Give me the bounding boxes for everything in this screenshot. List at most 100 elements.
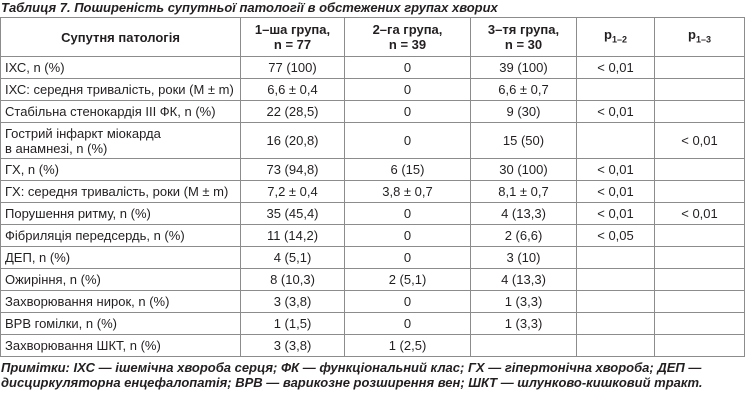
header-cell: 1–ша група, n = 77: [240, 17, 345, 57]
table-cell: 1 (3,3): [470, 312, 577, 335]
row-label: ІХС, n (%): [0, 56, 241, 79]
row-label: Гострий інфаркт міокарда в анамнезі, n (…: [0, 122, 241, 159]
table-cell: 0: [344, 122, 471, 159]
table-cell: [654, 78, 745, 101]
header-cell: 3–тя група, n = 30: [470, 17, 577, 57]
table-cell: 77 (100): [240, 56, 345, 79]
table-cell: [654, 224, 745, 247]
row-label: ДЕП, n (%): [0, 246, 241, 269]
table-cell: [576, 290, 655, 313]
table-cell: [654, 158, 745, 181]
row-label: Порушення ритму, n (%): [0, 202, 241, 225]
table-cell: 15 (50): [470, 122, 577, 159]
table-cell: < 0,01: [654, 122, 745, 159]
table-cell: [576, 78, 655, 101]
table-row: Фібриляція передсердь, n (%) 11 (14,2) 0 2 …: [0, 224, 745, 247]
table-cell: 0: [344, 78, 471, 101]
row-label: Захворювання нирок, n (%): [0, 290, 241, 313]
table-row: Ожиріння, n (%) 8 (10,3) 2 (5,1) 4 (13,3): [0, 268, 745, 291]
table-cell: 4 (13,3): [470, 202, 577, 225]
table-row: Захворювання ШКТ, n (%) 3 (3,8) 1 (2,5): [0, 334, 745, 357]
header-row: Супутня патологія 1–ша група, n = 77 2–га …: [0, 17, 745, 57]
table-cell: [576, 334, 655, 357]
table-cell: [654, 312, 745, 335]
table-cell: [470, 334, 577, 357]
table-cell: < 0,01: [576, 56, 655, 79]
table-cell: [576, 246, 655, 269]
table-cell: [654, 268, 745, 291]
header-text: p: [604, 26, 612, 42]
table-cell: 0: [344, 246, 471, 269]
table-cell: [654, 246, 745, 269]
table-cell: 3,8 ± 0,7: [344, 180, 471, 203]
table-cell: [576, 268, 655, 291]
header-cell: p1–3: [654, 17, 745, 57]
table-row: ІХС, n (%) 77 (100) 0 39 (100) < 0,01: [0, 56, 745, 79]
table-row: Порушення ритму, n (%) 35 (45,4) 0 4 (13,3)…: [0, 202, 745, 225]
table-cell: 39 (100): [470, 56, 577, 79]
data-table: Супутня патологія 1–ша група, n = 77 2–га …: [0, 17, 745, 357]
table-cell: 0: [344, 312, 471, 335]
table-cell: 8 (10,3): [240, 268, 345, 291]
table-cell: [654, 100, 745, 123]
header-text: p: [688, 26, 696, 42]
table-cell: < 0,01: [654, 202, 745, 225]
table-cell: 16 (20,8): [240, 122, 345, 159]
table-cell: 3 (3,8): [240, 334, 345, 357]
table-cell: [654, 56, 745, 79]
table-cell: 7,2 ± 0,4: [240, 180, 345, 203]
table-cell: [576, 122, 655, 159]
row-label: ГХ: середня тривалість, роки (M ± m): [0, 180, 241, 203]
table-row: ВРВ гомілки, n (%) 1 (1,5) 0 1 (3,3): [0, 312, 745, 335]
table-cell: 3 (10): [470, 246, 577, 269]
table-cell: 6,6 ± 0,4: [240, 78, 345, 101]
table-cell: 0: [344, 100, 471, 123]
table-cell: < 0,01: [576, 158, 655, 181]
row-label: ВРВ гомілки, n (%): [0, 312, 241, 335]
table-cell: 2 (5,1): [344, 268, 471, 291]
table-cell: 1 (3,3): [470, 290, 577, 313]
table-cell: 0: [344, 224, 471, 247]
table-cell: [654, 180, 745, 203]
table-cell: 6 (15): [344, 158, 471, 181]
table-row: Захворювання нирок, n (%) 3 (3,8) 0 1 (3,3): [0, 290, 745, 313]
table-cell: 9 (30): [470, 100, 577, 123]
table-cell: 22 (28,5): [240, 100, 345, 123]
table-cell: 73 (94,8): [240, 158, 345, 181]
table-cell: [654, 334, 745, 357]
table-note: Примітки: ІХС — ішемічна хвороба серця; …: [1, 360, 703, 390]
table-row: ДЕП, n (%) 4 (5,1) 0 3 (10): [0, 246, 745, 269]
table-cell: < 0,01: [576, 202, 655, 225]
table-row: ІХС: середня тривалість, роки (M ± m) 6,6…: [0, 78, 745, 101]
table-row: ГХ, n (%) 73 (94,8) 6 (15) 30 (100) < 0,01: [0, 158, 745, 181]
table-body: ІХС, n (%) 77 (100) 0 39 (100) < 0,01 ІХС: се…: [0, 56, 745, 357]
table-cell: 6,6 ± 0,7: [470, 78, 577, 101]
table-cell: < 0,05: [576, 224, 655, 247]
table-cell: 35 (45,4): [240, 202, 345, 225]
table-cell: 4 (5,1): [240, 246, 345, 269]
row-label: Ожиріння, n (%): [0, 268, 241, 291]
table-cell: 11 (14,2): [240, 224, 345, 247]
row-label: Фібриляція передсердь, n (%): [0, 224, 241, 247]
table-cell: 0: [344, 290, 471, 313]
table-title: Таблиця 7. Поширеність супутньої патолог…: [1, 0, 498, 15]
header-cell: Супутня патологія: [0, 17, 241, 57]
table-row: Стабільна стенокардія ІІІ ФК, n (%) 22 (2…: [0, 100, 745, 123]
row-label: ІХС: середня тривалість, роки (M ± m): [0, 78, 241, 101]
table-cell: [576, 312, 655, 335]
row-label: ГХ, n (%): [0, 158, 241, 181]
header-cell: p1–2: [576, 17, 655, 57]
table-cell: < 0,01: [576, 100, 655, 123]
table-row: Гострий інфаркт міокарда в анамнезі, n (…: [0, 122, 745, 159]
table-cell: 0: [344, 56, 471, 79]
table-cell: 4 (13,3): [470, 268, 577, 291]
table-cell: 30 (100): [470, 158, 577, 181]
table-cell: < 0,01: [576, 180, 655, 203]
header-subscript: 1–2: [611, 34, 627, 45]
table-cell: 3 (3,8): [240, 290, 345, 313]
table-row: ГХ: середня тривалість, роки (M ± m) 7,2 …: [0, 180, 745, 203]
row-label: Захворювання ШКТ, n (%): [0, 334, 241, 357]
row-label: Стабільна стенокардія ІІІ ФК, n (%): [0, 100, 241, 123]
table-cell: 1 (2,5): [344, 334, 471, 357]
